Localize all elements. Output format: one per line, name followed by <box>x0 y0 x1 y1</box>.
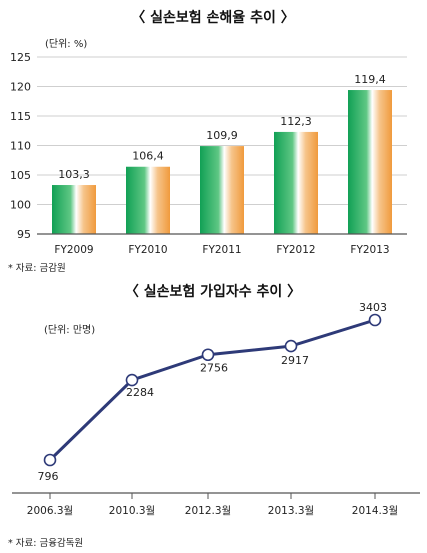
line-markers <box>43 313 382 467</box>
bar-value-label: 112,3 <box>280 115 312 128</box>
line-marker <box>125 373 139 387</box>
line-chart-source: * 자료: 금융감독원 <box>8 537 83 549</box>
bar-chart-unit: (단위: %) <box>45 37 87 50</box>
bar-y-tick-label: 125 <box>10 51 31 64</box>
line-value-label: 2756 <box>200 362 228 375</box>
bar-x-tick-label: FY2010 <box>128 244 167 256</box>
line-x-tick-label: 2013.3월 <box>268 505 314 517</box>
bar-series <box>52 90 392 234</box>
bar-x-tick-label: FY2009 <box>54 244 93 256</box>
line-chart-unit: (단위: 만명) <box>44 323 95 336</box>
line-x-tick-label: 2006.3월 <box>27 505 73 517</box>
line-marker <box>368 313 382 327</box>
bar <box>52 185 96 234</box>
bar <box>348 90 392 234</box>
bar-value-labels: 103,3 106,4 109,9 112,3 119,4 <box>58 73 386 181</box>
bar-chart-source: * 자료: 금감원 <box>8 262 66 274</box>
bar-chart: 〈 실손보험 손해율 추이 〉 (단위: %) 95 100 105 110 115 12… <box>8 9 407 274</box>
line-value-label: 796 <box>38 470 59 483</box>
bar-y-tick-label: 95 <box>17 228 31 241</box>
line-value-label: 3403 <box>359 301 387 314</box>
bar-chart-title: 〈 실손보험 손해율 추이 〉 <box>131 9 294 26</box>
bar-x-ticks: FY2009 FY2010 FY2011 FY2012 FY2013 <box>54 244 389 256</box>
bar-value-label: 103,3 <box>58 168 90 181</box>
line-value-labels: 796 2284 2756 2917 3403 <box>38 301 388 483</box>
bar-value-label: 106,4 <box>132 150 164 163</box>
line-series <box>48 318 376 462</box>
line-marker <box>43 453 57 467</box>
bar-y-ticks: 95 100 105 110 115 120 125 <box>10 51 31 241</box>
line-marker <box>284 339 298 353</box>
line-value-label: 2917 <box>281 354 309 367</box>
bar-y-tick-label: 100 <box>10 199 31 212</box>
line-marker <box>201 348 215 362</box>
line-x-ticks: 2006.3월 2010.3월 2012.3월 2013.3월 2014.3월 <box>27 493 398 517</box>
bar-x-tick-label: FY2011 <box>202 244 241 256</box>
bar-x-tick-label: FY2013 <box>350 244 389 256</box>
line-x-tick-label: 2012.3월 <box>185 505 231 517</box>
bar <box>126 166 170 234</box>
bar-grid <box>37 56 407 205</box>
bar <box>274 131 318 234</box>
bar-y-tick-label: 115 <box>10 110 31 123</box>
bar-x-tick-label: FY2012 <box>276 244 315 256</box>
bar-value-label: 119,4 <box>354 73 386 86</box>
bar-y-tick-label: 110 <box>10 140 31 153</box>
bar <box>200 146 244 234</box>
bar-y-tick-label: 120 <box>10 81 31 94</box>
line-chart-title: 〈 실손보험 가입자수 추이 〉 <box>125 283 301 300</box>
line-x-tick-label: 2014.3월 <box>352 505 398 517</box>
line-x-tick-label: 2010.3월 <box>109 505 155 517</box>
bar-value-label: 109,9 <box>206 129 238 142</box>
line-value-label: 2284 <box>126 386 154 399</box>
bar-y-tick-label: 105 <box>10 169 31 182</box>
line-chart: 〈 실손보험 가입자수 추이 〉 (단위: 만명) 2006.3월 2010.3월… <box>8 283 420 549</box>
